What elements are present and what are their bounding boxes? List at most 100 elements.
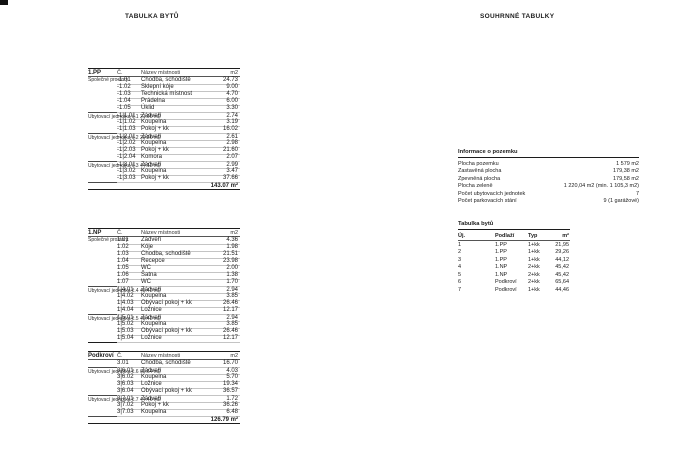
info-label: Zastavěná plocha (458, 168, 502, 175)
room-name: Koupelna (141, 119, 206, 127)
room-area: 6.48 (206, 409, 240, 417)
room-area: 1.38 (206, 272, 240, 280)
info-label: Zpevněná plocha (458, 175, 501, 182)
floor-label: Podkroví (88, 352, 114, 359)
room-area: 6.00 (206, 98, 240, 106)
room-code: -1|1.01 (117, 113, 141, 120)
unit-floor: 1.PP (495, 256, 507, 263)
table-row: 4 1.NP 2+kk 45,42 (458, 264, 570, 272)
unit-type: 1+kk (528, 241, 540, 248)
col-header-room-name: Název místnosti (141, 229, 181, 236)
room-code: 1|5.03 (117, 328, 141, 336)
unit-group-label (88, 388, 117, 389)
room-name: Zádveří (141, 287, 206, 294)
unit-area: 45,42 (555, 271, 569, 278)
room-code: 1.06 (117, 272, 141, 280)
table-row: 3|6.02 Koupelna 5.70 (88, 374, 240, 382)
room-name: Komora (141, 154, 206, 162)
info-value: 1 579 m2 (616, 160, 639, 167)
unit-group-label (88, 175, 117, 176)
units-summary-header: Új. Podlaží Typ m² (458, 232, 570, 241)
room-area: 21.60 (206, 147, 240, 155)
table-row: Počet ubytovacích jednotek 7 (458, 190, 639, 198)
unit-group-label (88, 105, 117, 106)
floor-table-header: Podkroví Č. Název místnosti m2 (88, 351, 240, 360)
room-code: -1.05 (117, 105, 141, 113)
room-area: 4.36 (206, 237, 240, 245)
unit-group-label (88, 272, 117, 273)
room-area: 4.70 (206, 91, 240, 99)
room-code: -1|2.03 (117, 147, 141, 155)
unit-number: 1 (458, 241, 462, 248)
room-name: Ložnice (141, 381, 206, 389)
room-name: Chodba, schodiště (141, 360, 206, 368)
col-header-area: m2 (230, 69, 238, 76)
table-row: Ubytovací jednotka č.1 21.95 m2 -1|1.01 … (88, 112, 240, 120)
unit-floor: 1.PP (495, 241, 507, 248)
table-row: -1.02 Sklepní kóje 9.00 (88, 84, 240, 92)
room-name: Sklepní kóje (141, 84, 206, 92)
info-label: Počet ubytovacích jednotek (458, 190, 526, 197)
floor-table-body: Společné prostory 1.01 Zádveří 4.36 1.02… (88, 237, 240, 343)
floor-table-header: 1.PP Č. Název místnosti m2 (88, 68, 240, 77)
land-info-title: Informace o pozemku (458, 149, 639, 158)
unit-floor: 1.NP (495, 264, 508, 271)
room-name: Chodba, schodiště (141, 251, 206, 259)
table-row: -1|2.02 Koupelna 2.98 (88, 140, 240, 148)
room-name: Ložnice (141, 307, 206, 315)
room-code: -1|1.03 (117, 126, 141, 134)
room-code: 3|6.01 (117, 368, 141, 375)
room-name: Obývací pokoj + kk (141, 300, 206, 308)
unit-number: 5 (458, 271, 462, 278)
table-row: -1|3.03 Pokoj + kk 37.66 (88, 175, 240, 183)
room-name: Koupelna (141, 409, 206, 417)
room-area: 2.07 (206, 154, 240, 162)
left-page-title: TABULKA BYTŮ (125, 13, 179, 20)
unit-group-label (88, 360, 117, 361)
table-row: Plocha pozemku 1 579 m2 (458, 160, 639, 168)
room-area: 26.46 (206, 300, 240, 308)
room-name: Obývací pokoj + kk (141, 388, 206, 396)
room-name: Koupelna (141, 168, 206, 176)
room-name: Obývací pokoj + kk (141, 328, 206, 336)
room-area: 2.94 (206, 287, 240, 294)
table-row: 3 1.PP 1+kk 44,12 (458, 256, 570, 264)
unit-group-label (88, 328, 117, 329)
table-row: Společné prostory 1.01 Zádveří 4.36 (88, 237, 240, 245)
floor-table-body: Společné prostory -1.01 Chodba, schodišt… (88, 77, 240, 190)
unit-group-label (88, 307, 117, 308)
room-name: Zádveří (141, 134, 206, 141)
room-code: 1.05 (117, 265, 141, 273)
room-name: Zádveří (141, 237, 206, 245)
unit-group-label (88, 293, 117, 294)
room-code: 3|6.02 (117, 374, 141, 382)
room-code: 3|7.01 (117, 396, 141, 403)
unit-number: 4 (458, 264, 462, 271)
corner-mark (0, 0, 8, 5)
room-code: -1|1.02 (117, 119, 141, 127)
col-header-area: m2 (230, 229, 238, 236)
info-value: 7 (635, 190, 639, 197)
unit-floor: 1.PP (495, 249, 507, 256)
room-name: Chodba, schodiště (141, 77, 206, 85)
room-code (117, 183, 141, 190)
table-row: Ubytovací jednotka č.6 65.64 m2 3|6.01 Z… (88, 367, 240, 375)
room-area: 3.85 (206, 293, 240, 301)
unit-floor: Podkroví (495, 279, 517, 286)
room-code: -1|2.04 (117, 154, 141, 162)
room-name (141, 183, 206, 190)
unit-floor: Podkroví (495, 286, 517, 293)
room-area: 4.03 (206, 368, 240, 375)
room-area: 26.46 (206, 328, 240, 336)
table-row: 6 Podkroví 2+kk 65,64 (458, 279, 570, 287)
room-area: 12.17 (206, 307, 240, 315)
table-row: Zastavěná plocha 179,38 m2 (458, 168, 639, 176)
table-row: 126.79 m² (88, 416, 240, 423)
room-name: Koupelna (141, 293, 206, 301)
unit-group-label (88, 119, 117, 120)
room-area: 2.99 (206, 162, 240, 169)
room-area: 3.30 (206, 105, 240, 113)
room-code: -1.03 (117, 91, 141, 99)
col-header-number: Č. (117, 352, 123, 359)
unit-group-label: Společné prostory (88, 77, 129, 83)
